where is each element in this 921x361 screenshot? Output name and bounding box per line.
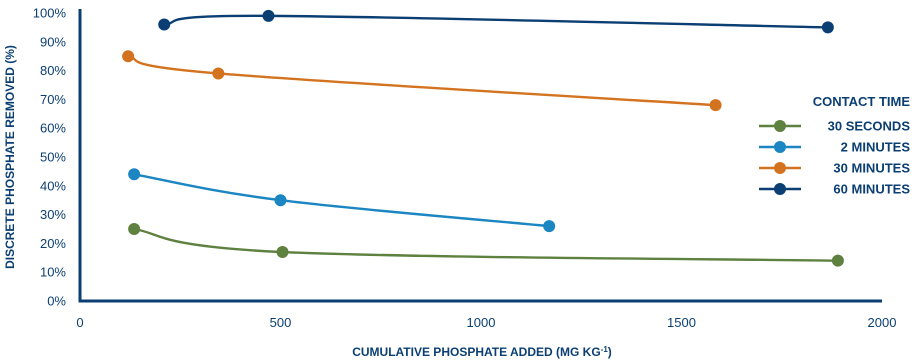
legend-swatch-marker	[774, 162, 786, 174]
legend-item: 2 MINUTES	[759, 140, 910, 155]
y-tick-labels: 0% 10% 20% 30% 40% 50% 60% 70% 80% 90% 100%	[33, 6, 67, 309]
legend-item: 30 MINUTES	[759, 161, 910, 176]
data-point	[821, 21, 834, 34]
legend-swatch-marker	[774, 183, 786, 195]
data-point	[709, 99, 722, 112]
legend: CONTACT TIME 30 SECONDS 2 MINUTES 30 MINUT…	[759, 94, 910, 197]
series	[122, 50, 722, 112]
legend-item: 60 MINUTES	[759, 182, 910, 197]
data-point	[276, 246, 289, 259]
y-axis-title: DISCRETE PHOSPHATE REMOVED (%)	[3, 45, 17, 269]
data-point	[128, 223, 141, 235]
x-tick-label: 1000	[467, 315, 496, 330]
legend-label: 30 SECONDS	[828, 119, 911, 134]
data-point	[262, 9, 275, 22]
x-tick-label: 2000	[868, 315, 897, 330]
data-point	[122, 50, 135, 63]
y-tick-label: 30%	[40, 207, 66, 222]
x-axis-title-main: CUMULATIVE PHOSPHATE ADDED (MG KG	[352, 345, 600, 359]
x-axis-title-suffix: )	[608, 345, 612, 359]
legend-items: 30 SECONDS 2 MINUTES 30 MINUTES 60 MINUTES	[759, 119, 910, 197]
series-line	[133, 227, 838, 262]
legend-label: 2 MINUTES	[841, 140, 911, 155]
x-tick-label: 1500	[667, 315, 696, 330]
data-point	[831, 254, 844, 267]
y-tick-label: 40%	[40, 178, 66, 193]
legend-label: 30 MINUTES	[833, 161, 910, 176]
y-tick-label: 20%	[40, 236, 66, 251]
y-tick-label: 50%	[40, 150, 66, 165]
legend-swatch-marker	[774, 120, 786, 132]
data-point	[543, 220, 556, 233]
data-point	[212, 67, 225, 80]
x-tick-label: 0	[76, 315, 83, 330]
series-line	[164, 14, 828, 29]
legend-title: CONTACT TIME	[813, 94, 911, 109]
y-tick-label: 10%	[40, 265, 66, 280]
y-tick-label: 60%	[40, 121, 66, 136]
series-line	[127, 55, 716, 107]
y-tick-label: 90%	[40, 34, 66, 49]
data-point	[274, 194, 287, 207]
x-axis-title-superscript: -1	[601, 345, 609, 354]
y-tick-label: 0%	[47, 294, 66, 309]
legend-label: 60 MINUTES	[833, 182, 910, 197]
x-axis-title: CUMULATIVE PHOSPHATE ADDED (MG KG-1)	[352, 345, 612, 359]
y-tick-label: 100%	[33, 6, 67, 21]
data-point	[158, 18, 171, 31]
x-tick-labels: 0 500 1000 1500 2000	[76, 315, 896, 330]
series-line	[133, 173, 550, 228]
x-tick-label: 500	[270, 315, 292, 330]
series	[128, 168, 556, 233]
series-lines	[122, 9, 844, 267]
axes	[78, 9, 882, 303]
series	[128, 223, 844, 267]
y-tick-label: 70%	[40, 92, 66, 107]
legend-swatch-marker	[774, 141, 786, 153]
data-point	[128, 168, 141, 181]
y-tick-label: 80%	[40, 63, 66, 78]
series	[158, 9, 834, 34]
legend-item: 30 SECONDS	[759, 119, 910, 134]
